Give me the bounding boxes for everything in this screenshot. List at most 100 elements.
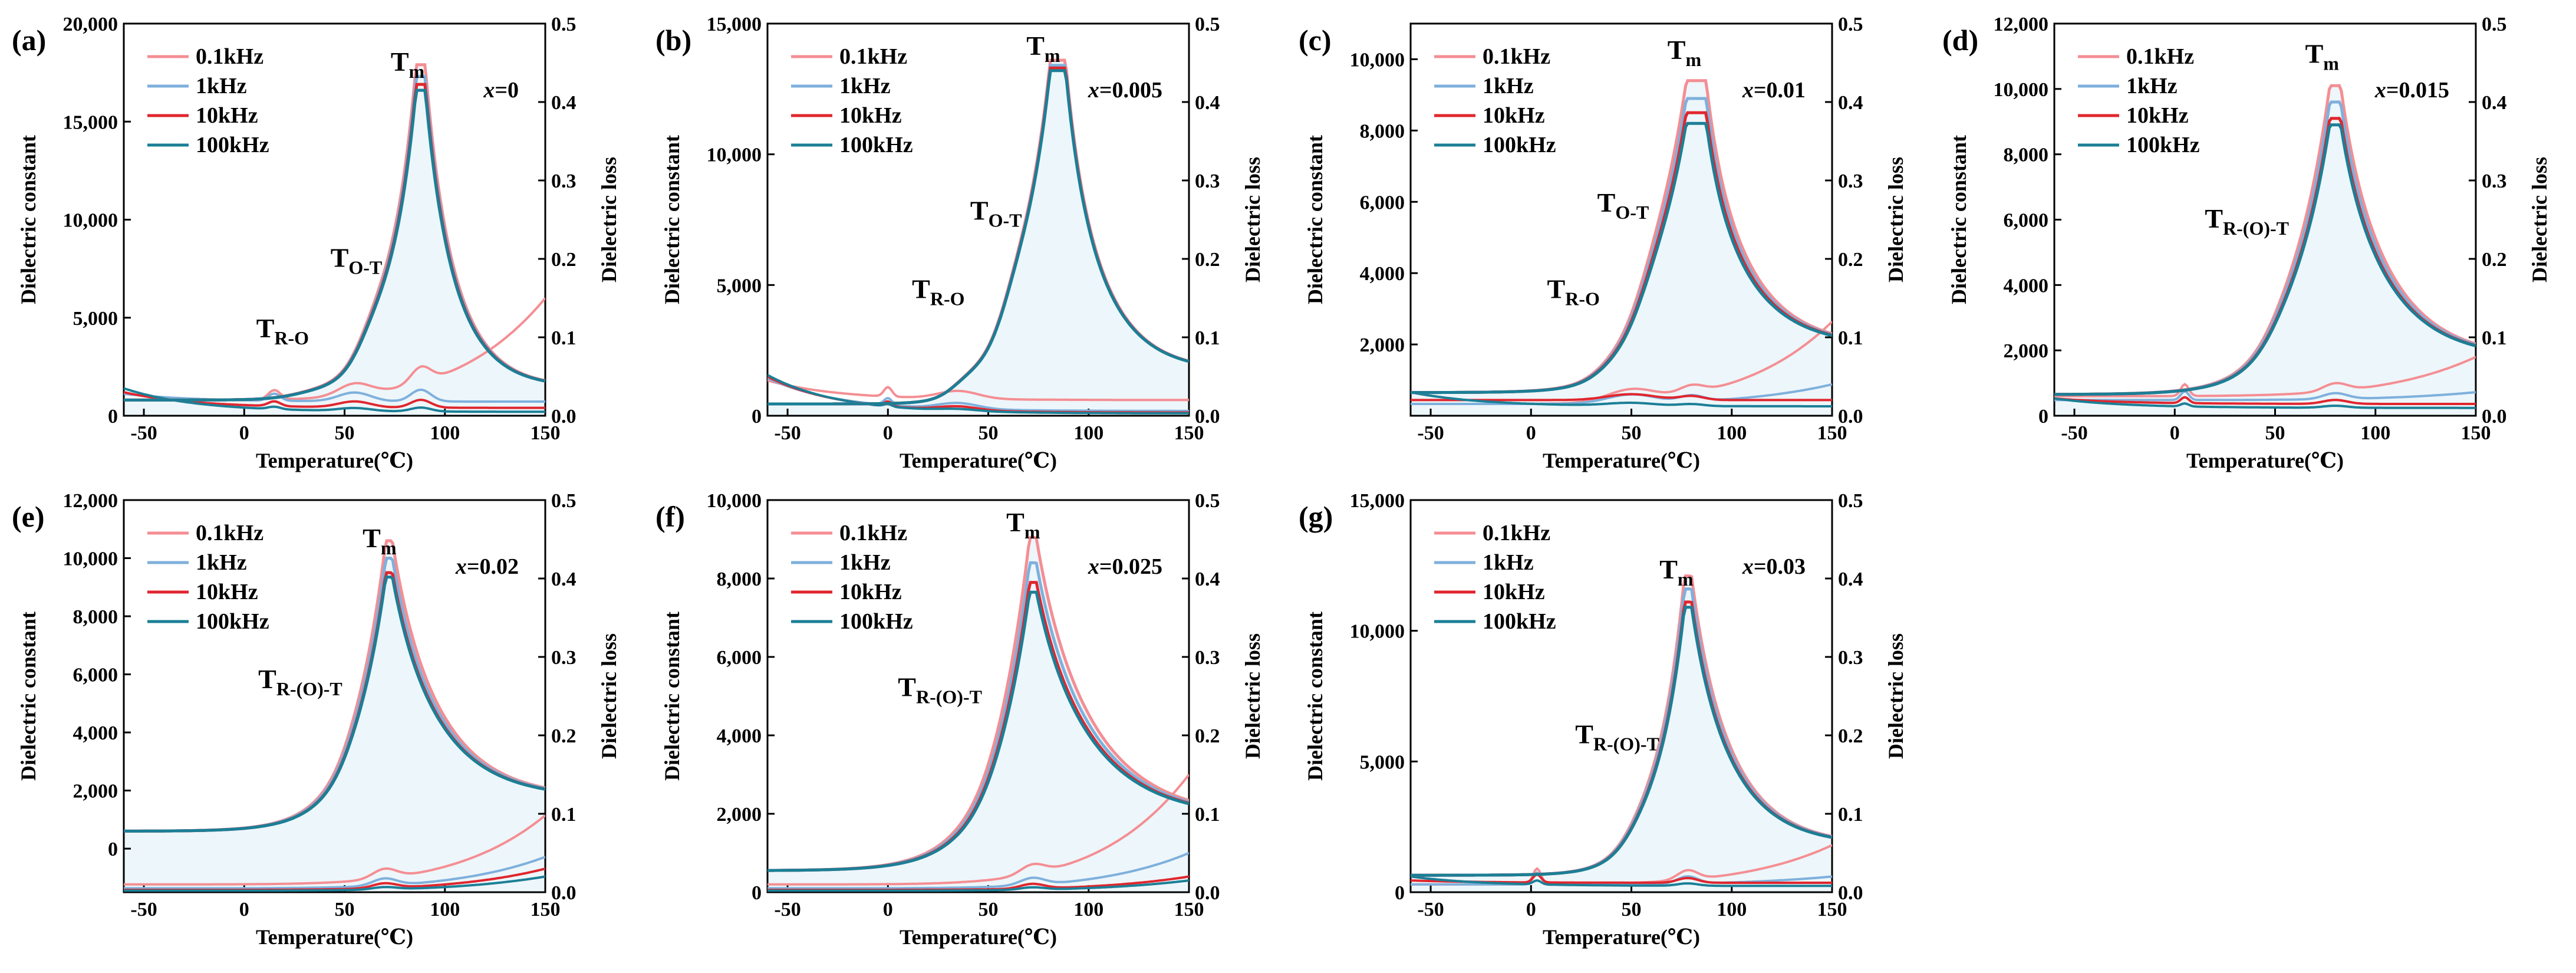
composition-label: x=0 xyxy=(483,78,519,103)
annotation-main: T xyxy=(258,664,276,694)
y-tick-label: 6,000 xyxy=(717,647,762,669)
y-right-tick-label: 0.3 xyxy=(551,647,577,669)
permittivity-line-100kHz xyxy=(1411,121,1832,395)
y-axis-label: Dielectric constant xyxy=(1303,135,1327,304)
y-right-tick-label: 0.3 xyxy=(551,170,577,192)
legend-label: 10kHz xyxy=(839,103,902,128)
x-tick-label: 150 xyxy=(1174,422,1204,444)
composition-label: x=0.01 xyxy=(1742,78,1806,103)
x-axis-label: Temperature(℃) xyxy=(1543,449,1700,472)
loss-line-0.1kHz xyxy=(2054,356,2476,397)
y-tick-label: 0 xyxy=(2038,406,2048,428)
legend: 0.1kHz 1kHz 10kHz 100kHz xyxy=(1434,44,1556,157)
y-right-tick-label: 0.2 xyxy=(1838,249,1863,271)
legend-label: 100kHz xyxy=(2126,133,2200,157)
x-tick-label: 150 xyxy=(2461,422,2491,444)
legend-label: 10kHz xyxy=(2126,103,2189,128)
legend: 0.1kHz 1kHz 10kHz 100kHz xyxy=(791,44,913,157)
legend-label: 10kHz xyxy=(1483,103,1545,128)
loss-line-1kHz xyxy=(767,852,1189,890)
y-tick-label: 2,000 xyxy=(73,781,118,803)
x-tick-label: 0 xyxy=(2170,422,2180,444)
y-right-tick-label: 0.1 xyxy=(2482,327,2507,349)
y-right-tick-label: 0.3 xyxy=(1195,647,1220,669)
annotation-sub: R-(O)-T xyxy=(276,678,342,699)
x-tick-label: 50 xyxy=(335,899,355,921)
annotation: TR-(O)-T xyxy=(258,664,342,699)
y-tick-label: 6,000 xyxy=(2004,210,2049,232)
y-right-tick-label: 0.4 xyxy=(551,568,577,590)
x-tick-label: -50 xyxy=(774,422,801,444)
y-tick-label: 8,000 xyxy=(73,606,118,628)
y-right-axis-label: Dielectric loss xyxy=(597,633,621,759)
panel-label: (c) xyxy=(1299,24,1332,57)
loss-line-1kHz xyxy=(124,856,545,890)
annotation: Tm xyxy=(363,523,397,558)
plot-frame xyxy=(1409,22,1833,417)
y-tick-label: 0 xyxy=(108,406,118,428)
series-group xyxy=(124,63,545,413)
composition-var: x xyxy=(2374,78,2386,103)
panel-d: -50 0 50 100 150 0 2,000 4,000 6,000 8,000 10,000 1… xyxy=(1942,14,2551,472)
x-tick-label: 0 xyxy=(239,422,249,444)
y-right-tick-label: 0.1 xyxy=(1838,327,1863,349)
legend: 0.1kHz 1kHz 10kHz 100kHz xyxy=(147,521,269,634)
y-right-tick-label: 0.2 xyxy=(2482,249,2507,271)
x-axis-label: Temperature(℃) xyxy=(256,925,413,949)
composition-value: =0.025 xyxy=(1099,554,1162,579)
x-tick-label: 150 xyxy=(531,422,561,444)
loss-line-100kHz xyxy=(767,879,1189,892)
x-axis-label: Temperature(℃) xyxy=(900,925,1057,949)
annotation-main: T xyxy=(1026,31,1045,61)
plot-frame xyxy=(1409,499,1833,893)
y-tick-label: 4,000 xyxy=(717,725,762,747)
y-tick-label: 4,000 xyxy=(1360,263,1405,285)
panel-a: -50 0 50 100 150 0 5,000 10,000 15,000 20,000 0.0 0… xyxy=(12,14,621,472)
area-fill xyxy=(2054,86,2476,416)
x-tick-label: 0 xyxy=(1526,899,1536,921)
x-tick-label: -50 xyxy=(774,899,801,921)
y-tick-label: 4,000 xyxy=(2004,275,2049,297)
loss-line-100kHz xyxy=(124,875,545,892)
panel-label: (a) xyxy=(12,24,46,57)
legend-label: 1kHz xyxy=(839,550,891,575)
plot-frame xyxy=(766,22,1190,417)
y-tick-label: 10,000 xyxy=(707,490,762,512)
annotation-main: T xyxy=(1575,719,1593,749)
y-tick-label: 6,000 xyxy=(1360,192,1405,213)
y-tick-label: 0 xyxy=(752,406,762,428)
annotation-sub: R-(O)-T xyxy=(916,686,982,708)
legend-label: 0.1kHz xyxy=(1483,521,1550,545)
legend-label: 10kHz xyxy=(1483,580,1545,604)
y-right-tick-label: 0.4 xyxy=(1195,92,1220,114)
x-tick-label: -50 xyxy=(1417,899,1444,921)
annotation-main: T xyxy=(331,242,349,272)
y-right-tick-label: 0.3 xyxy=(1195,170,1220,192)
permittivity-line-100kHz xyxy=(767,69,1189,406)
series-group xyxy=(767,535,1189,892)
legend-label: 10kHz xyxy=(839,580,902,604)
annotation-sub: R-O xyxy=(1565,288,1600,310)
y-tick-label: 15,000 xyxy=(1350,490,1405,512)
annotation-sub: O-T xyxy=(989,210,1022,231)
y-tick-label: 15,000 xyxy=(63,111,118,133)
y-tick-label: 2,000 xyxy=(717,804,762,826)
x-tick-label: 50 xyxy=(979,422,999,444)
x-tick-label: 50 xyxy=(979,899,999,921)
annotation-main: T xyxy=(1547,274,1566,304)
x-axis-label: Temperature(℃) xyxy=(1543,925,1700,949)
y-tick-label: 6,000 xyxy=(73,665,118,686)
y-tick-label: 2,000 xyxy=(1360,334,1405,356)
loss-line-1kHz xyxy=(1411,871,1832,886)
annotation: Tm xyxy=(2305,39,2340,74)
y-tick-label: 15,000 xyxy=(707,14,762,35)
annotation: TO-T xyxy=(970,196,1022,231)
y-right-tick-label: 0.0 xyxy=(1838,882,1863,904)
composition-var: x xyxy=(1088,554,1099,579)
y-right-tick-label: 0.4 xyxy=(551,92,577,114)
area-fill xyxy=(767,537,1189,892)
legend-label: 0.1kHz xyxy=(1483,44,1550,69)
y-right-tick-label: 0.2 xyxy=(551,249,577,271)
plot-frame xyxy=(123,499,546,893)
y-axis-label: Dielectric constant xyxy=(660,135,684,304)
